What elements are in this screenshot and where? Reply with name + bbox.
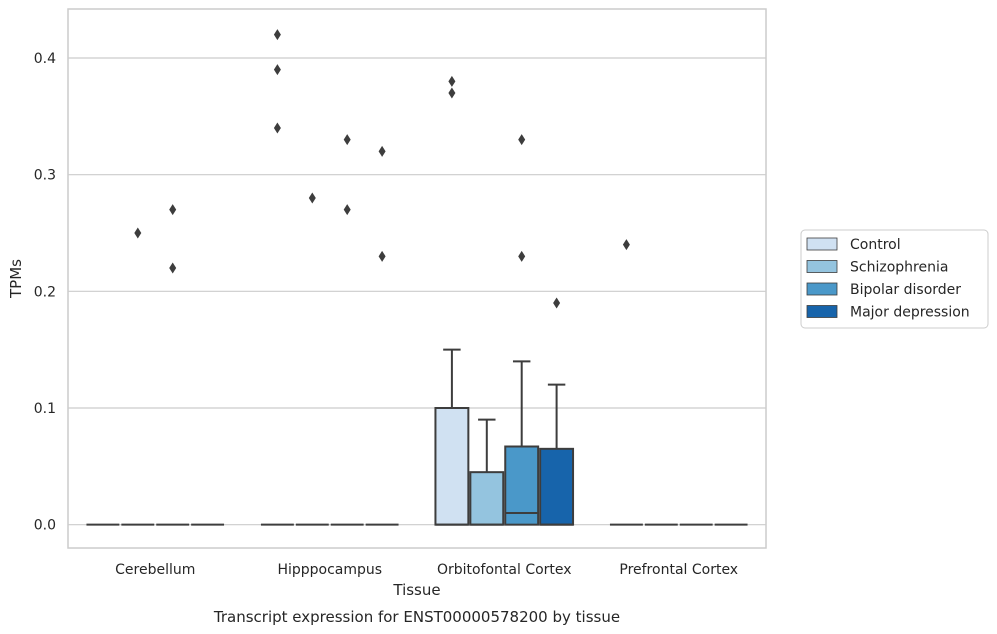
y-tick-label: 0.3 xyxy=(34,168,56,184)
box-schizophrenia xyxy=(295,192,329,526)
legend-swatch xyxy=(806,237,838,251)
y-tick-label: 0.2 xyxy=(34,284,56,300)
legend-swatch xyxy=(806,305,838,318)
outlier-point xyxy=(378,250,386,262)
y-tick-label: 0.1 xyxy=(34,401,56,417)
outlier-point xyxy=(518,134,526,146)
box-schizophrenia xyxy=(469,418,505,526)
x-tick-label: Prefrontal Cortex xyxy=(619,562,738,578)
legend-label: Schizophrenia xyxy=(850,260,948,276)
legend-swatch xyxy=(806,282,838,296)
outlier-point xyxy=(273,122,281,134)
outlier-point xyxy=(553,297,561,309)
box-control xyxy=(609,239,643,526)
legend-swatch xyxy=(806,260,838,273)
box-schizophrenia xyxy=(121,227,155,526)
x-tick-label: Orbitofontal Cortex xyxy=(437,562,572,578)
box-body xyxy=(504,445,540,526)
outlier-point xyxy=(169,204,177,216)
box-control xyxy=(434,75,470,526)
y-tick-label: 0.4 xyxy=(34,51,56,67)
box-body xyxy=(434,407,470,526)
legend-frame xyxy=(800,229,989,329)
legend-label: Bipolar disorder xyxy=(850,282,961,298)
outlier-point xyxy=(378,145,386,157)
box-major-depression xyxy=(365,145,399,526)
plot-area xyxy=(86,29,748,526)
box-bipolar-disorder xyxy=(504,134,540,526)
outlier-point xyxy=(518,250,526,262)
y-gridlines xyxy=(68,57,766,526)
plot-frame xyxy=(67,8,767,549)
legend-label: Control xyxy=(850,237,901,253)
outlier-point xyxy=(448,87,456,99)
outlier-point xyxy=(343,134,351,146)
outlier-point xyxy=(273,29,281,41)
outlier-point xyxy=(134,227,142,239)
outlier-point xyxy=(622,239,630,251)
outlier-point xyxy=(273,64,281,76)
box-major-depression xyxy=(539,297,575,526)
x-tick-labels: Cerebellum Hipppocampus Orbitofontal Corte… xyxy=(115,562,738,578)
box-bipolar-disorder xyxy=(330,134,364,526)
box-body xyxy=(469,471,505,526)
outlier-point xyxy=(343,204,351,216)
y-tick-label: 0.0 xyxy=(34,518,56,534)
outlier-point xyxy=(308,192,316,204)
y-axis-title: TPMs xyxy=(7,259,25,299)
x-axis-title: Tissue xyxy=(392,581,440,599)
outlier-point xyxy=(448,75,456,87)
box-bipolar-disorder xyxy=(156,204,190,526)
legend-label: Major depression xyxy=(850,305,970,321)
y-tick-labels: 0.0 0.1 0.2 0.3 0.4 xyxy=(34,51,56,534)
x-tick-label: Hipppocampus xyxy=(277,562,382,578)
legend: Control Schizophrenia Bipolar disorder Majo… xyxy=(800,229,989,329)
box-body xyxy=(539,447,575,526)
outlier-point xyxy=(169,262,177,274)
chart-caption: Transcript expression for ENST0000057820… xyxy=(213,608,620,626)
box-control xyxy=(260,29,294,526)
x-tick-label: Cerebellum xyxy=(115,562,195,578)
